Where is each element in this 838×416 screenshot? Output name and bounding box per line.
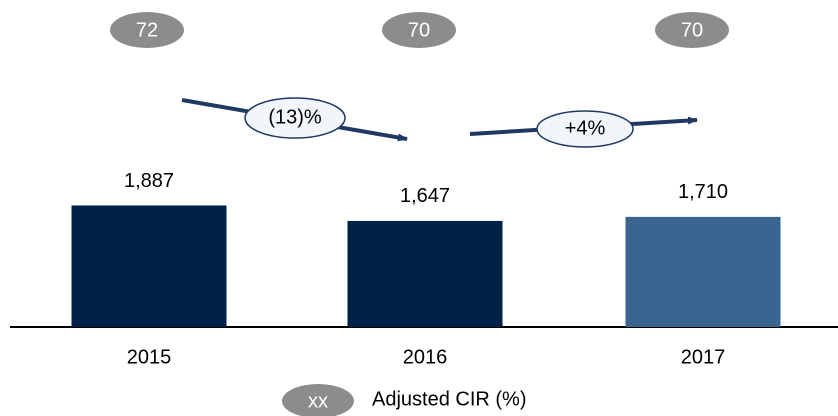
bar [347, 220, 503, 327]
change-label: +4% [565, 117, 606, 139]
change-bubble [536, 110, 634, 148]
bar [71, 205, 227, 327]
x-tick-label: 2017 [681, 346, 726, 368]
x-tick-label: 2016 [403, 346, 448, 368]
x-tick-label: 2015 [127, 346, 172, 368]
value-label: 1,710 [678, 181, 728, 203]
cir-bubble [655, 12, 729, 48]
change-bubble [244, 97, 346, 139]
bar [625, 216, 781, 327]
value-label: 1,647 [400, 185, 450, 207]
cir-label: 72 [136, 19, 158, 41]
cir-label: 70 [408, 19, 430, 41]
cir-bubble [110, 12, 184, 48]
value-label: 1,887 [124, 170, 174, 192]
legend-marker [282, 384, 354, 416]
cir-label: 70 [681, 19, 703, 41]
legend-marker-label: xx [308, 390, 328, 412]
legend-label: Adjusted CIR (%) [372, 388, 527, 410]
cir-bubble [382, 12, 456, 48]
change-label: (13)% [268, 106, 322, 128]
